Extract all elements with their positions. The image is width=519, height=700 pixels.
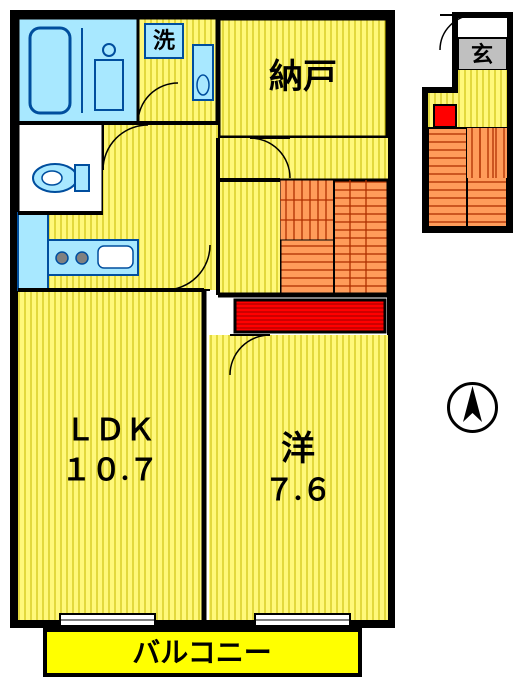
wash-label: 洗 <box>153 28 175 53</box>
compass-arrow <box>463 386 482 422</box>
west-label-2: ７.６ <box>264 474 332 507</box>
compass-svg <box>445 380 500 435</box>
hallway-2 <box>218 138 388 180</box>
entrance-svg: 玄 <box>420 10 515 235</box>
ldk-label-1: ＬＤＫ <box>65 414 155 447</box>
compass <box>445 380 500 435</box>
kitchen-counter <box>18 213 48 290</box>
west-label-1: 洋 <box>281 430 315 468</box>
ldk-label-2: １０.７ <box>61 454 159 487</box>
stove-burner-1 <box>56 252 68 264</box>
bath-room <box>18 18 138 123</box>
sink-basin <box>98 246 133 268</box>
entrance-plan: 玄 <box>420 10 515 235</box>
closet-red <box>235 300 385 332</box>
red-marker <box>434 105 456 127</box>
stove-burner-2 <box>76 252 88 264</box>
wash-basin <box>193 45 213 100</box>
entrance-label: 玄 <box>471 42 493 67</box>
balcony-label: バルコニー <box>132 637 271 668</box>
plan-svg: 洗 納戸 ＬＤＫ １０.７ 洋 ７.６ <box>10 10 395 690</box>
storage-label: 納戸 <box>269 58 337 96</box>
main-floor-plan: 洗 納戸 ＬＤＫ １０.７ 洋 ７.６ <box>10 10 395 690</box>
